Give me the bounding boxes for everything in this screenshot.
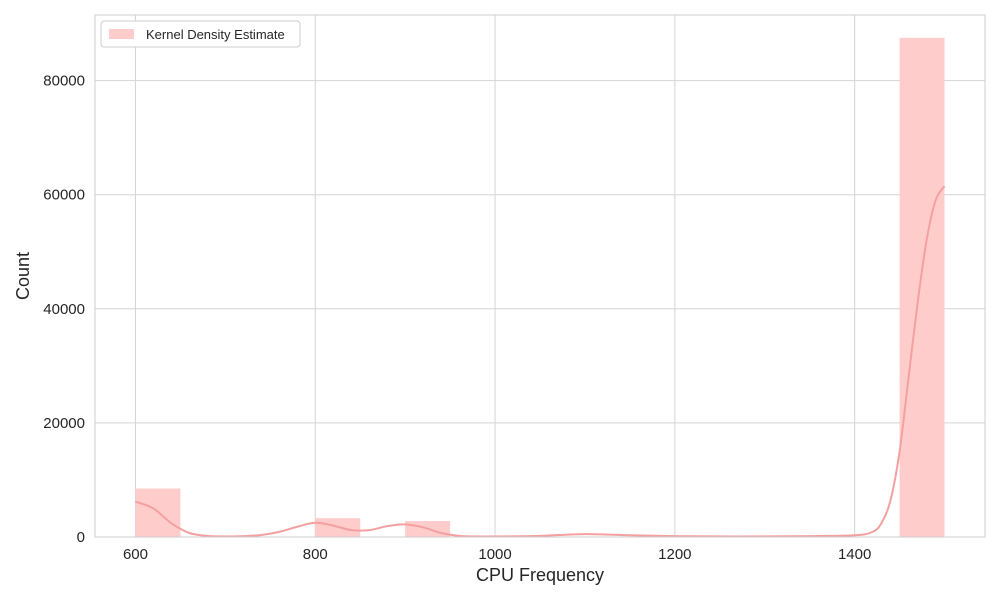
x-tick-label: 800	[303, 546, 328, 563]
legend-swatch	[109, 29, 134, 39]
x-tick-label: 600	[123, 546, 148, 563]
x-axis-ticks: 600 800 1000 1200 1400	[123, 546, 871, 563]
x-axis-title: CPU Frequency	[476, 565, 604, 585]
x-tick-label: 1200	[658, 546, 691, 563]
y-tick-label: 60000	[43, 187, 85, 204]
plot-background	[95, 15, 985, 537]
legend-box	[100, 20, 301, 48]
y-tick-label: 0	[77, 529, 85, 546]
histogram-bars	[135, 37, 945, 537]
y-tick-label: 20000	[43, 415, 85, 432]
legend: Kernel Density Estimate	[100, 20, 301, 48]
y-axis-title: Count	[13, 252, 33, 300]
y-tick-label: 40000	[43, 301, 85, 318]
x-tick-label: 1400	[838, 546, 871, 563]
x-tick-label: 1000	[478, 546, 511, 563]
y-axis-ticks: 0 20000 40000 60000 80000	[43, 73, 85, 546]
y-tick-label: 80000	[43, 73, 85, 90]
legend-label: Kernel Density Estimate	[146, 27, 285, 42]
histogram-bar	[899, 37, 945, 537]
plot-frame	[94, 14, 986, 538]
kde-curve	[135, 185, 946, 538]
